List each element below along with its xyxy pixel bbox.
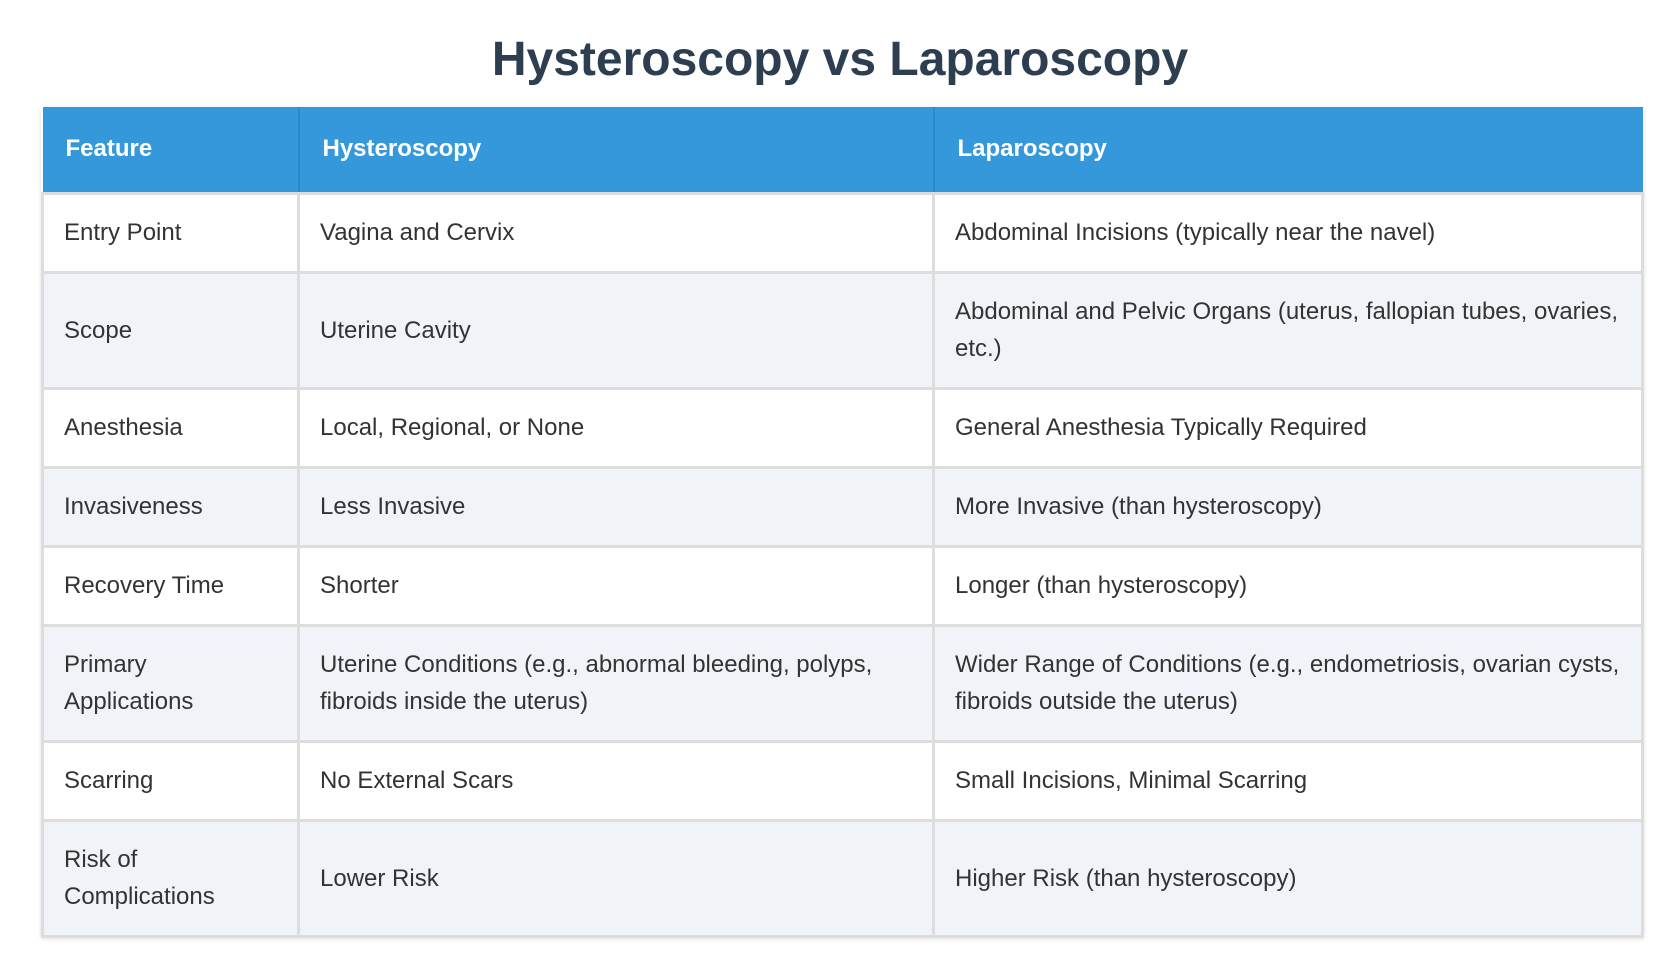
table-row: Recovery Time Shorter Longer (than hyste… (41, 544, 1644, 627)
table-row: Anesthesia Local, Regional, or None Gene… (41, 386, 1644, 469)
laparoscopy-cell: Abdominal Incisions (typically near the … (932, 191, 1644, 274)
feature-cell: Primary Applications (41, 623, 300, 743)
laparoscopy-cell: Abdominal and Pelvic Organs (uterus, fal… (932, 270, 1644, 390)
feature-cell: Anesthesia (41, 386, 300, 469)
hysteroscopy-cell: Uterine Cavity (297, 270, 935, 390)
table-row: Scarring No External Scars Small Incisio… (41, 739, 1644, 822)
header-laparoscopy: Laparoscopy (933, 107, 1643, 195)
laparoscopy-cell: More Invasive (than hysteroscopy) (932, 465, 1644, 548)
laparoscopy-cell: Small Incisions, Minimal Scarring (932, 739, 1644, 822)
table-row: Entry Point Vagina and Cervix Abdominal … (41, 191, 1644, 274)
hysteroscopy-cell: Less Invasive (297, 465, 935, 548)
hysteroscopy-cell: Vagina and Cervix (297, 191, 935, 274)
laparoscopy-cell: Higher Risk (than hysteroscopy) (932, 818, 1644, 938)
table-row: Invasiveness Less Invasive More Invasive… (41, 465, 1644, 548)
header-hysteroscopy: Hysteroscopy (298, 107, 935, 195)
hysteroscopy-cell: Uterine Conditions (e.g., abnormal bleed… (297, 623, 935, 743)
hysteroscopy-cell: Lower Risk (297, 818, 935, 938)
feature-cell: Scope (41, 270, 300, 390)
laparoscopy-cell: Wider Range of Conditions (e.g., endomet… (932, 623, 1644, 743)
table-row: Primary Applications Uterine Conditions … (41, 623, 1644, 743)
laparoscopy-cell: General Anesthesia Typically Required (932, 386, 1644, 469)
table-header-row: Feature Hysteroscopy Laparoscopy (42, 107, 1643, 195)
feature-cell: Entry Point (41, 191, 300, 274)
comparison-table: Feature Hysteroscopy Laparoscopy Entry P… (41, 107, 1644, 938)
table-row: Risk of Complications Lower Risk Higher … (41, 818, 1644, 938)
hysteroscopy-cell: No External Scars (297, 739, 935, 822)
page-title: Hysteroscopy vs Laparoscopy (491, 33, 1189, 86)
header-feature: Feature (42, 107, 300, 195)
hysteroscopy-cell: Local, Regional, or None (297, 386, 935, 469)
feature-cell: Risk of Complications (41, 818, 300, 938)
laparoscopy-cell: Longer (than hysteroscopy) (932, 544, 1644, 627)
feature-cell: Invasiveness (41, 465, 300, 548)
table-row: Scope Uterine Cavity Abdominal and Pelvi… (41, 270, 1644, 390)
feature-cell: Scarring (41, 739, 300, 822)
feature-cell: Recovery Time (41, 544, 300, 627)
hysteroscopy-cell: Shorter (297, 544, 935, 627)
